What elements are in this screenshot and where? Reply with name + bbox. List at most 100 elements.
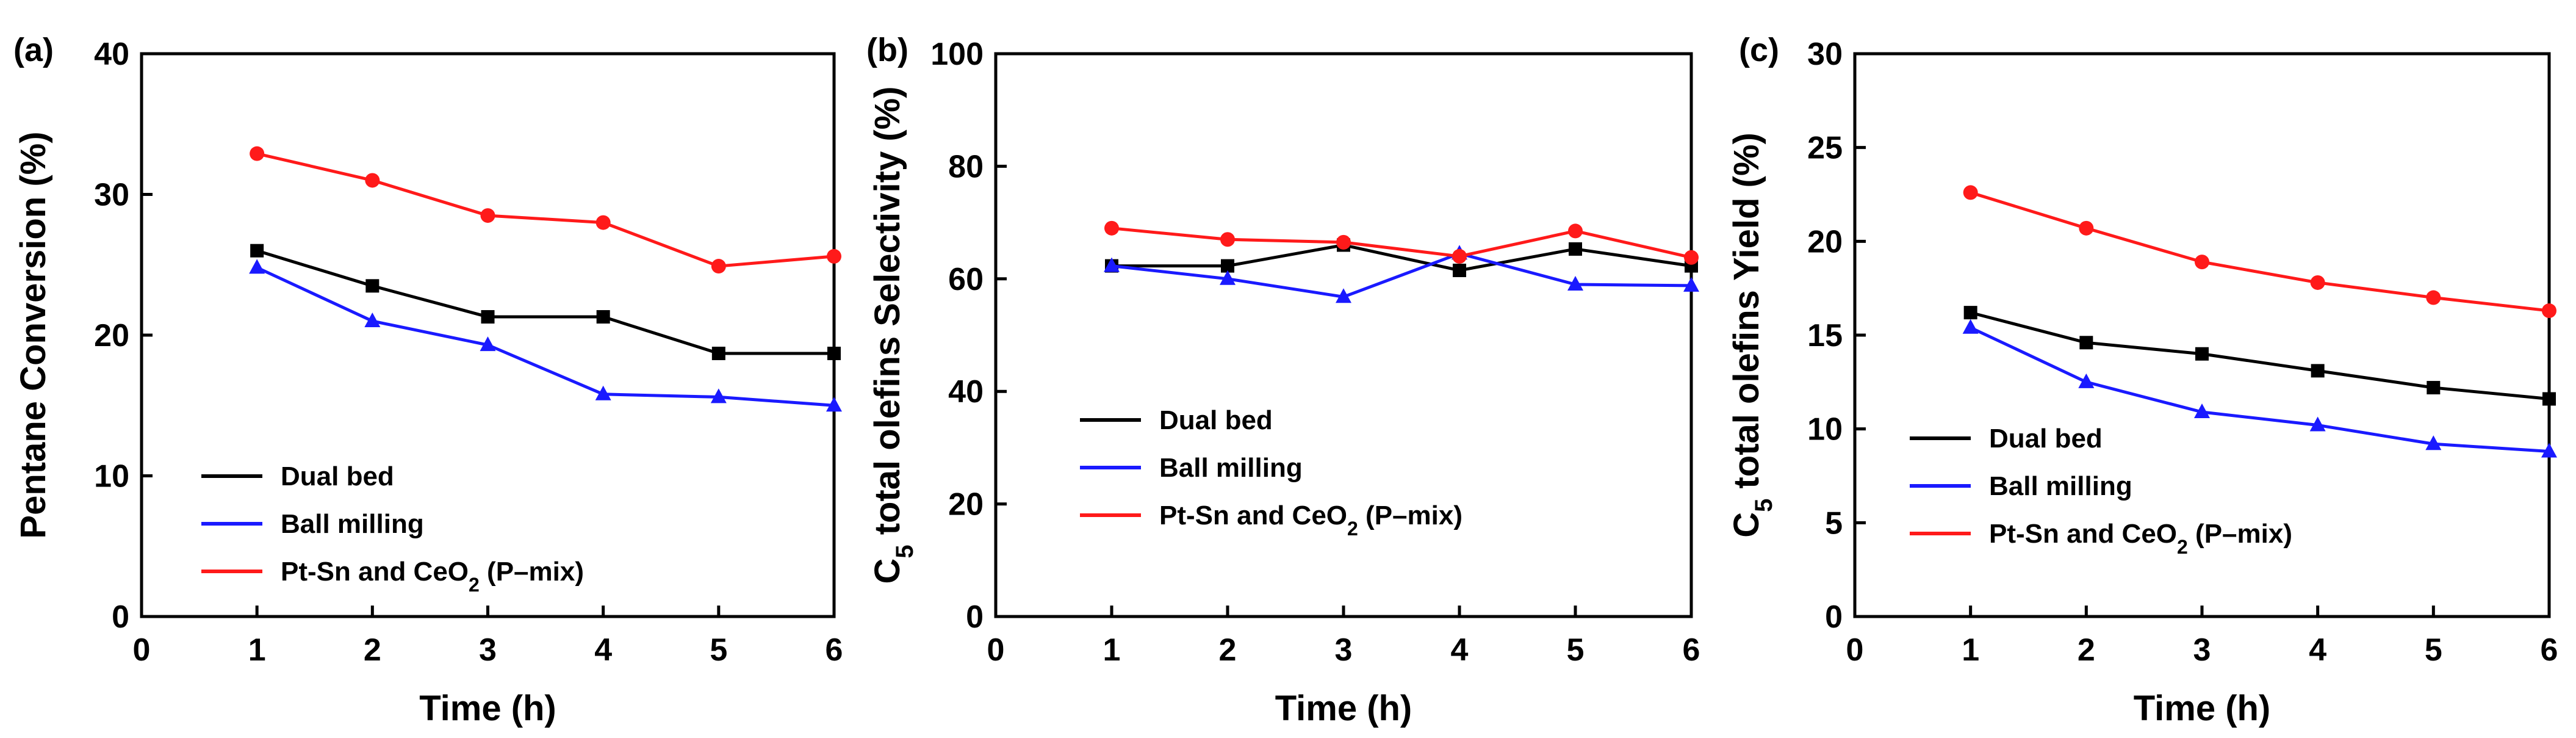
legend-label-part-0: Dual bed [1989, 424, 2103, 454]
data-point [1453, 263, 1466, 277]
legend-label: Pt-Sn and CeO2 (P–mix) [1989, 519, 2292, 558]
y-axis-title-part-1: 5 [891, 544, 918, 558]
y-axis-title-part-2: total olefins Selectivity (%) [868, 86, 907, 544]
panel-label: (c) [1739, 32, 1779, 68]
data-point [1220, 270, 1236, 285]
legend-label: Dual bed [1159, 405, 1273, 435]
data-point [2309, 416, 2326, 432]
data-point [710, 388, 727, 403]
data-point [711, 346, 725, 360]
x-tick-label: 0 [987, 632, 1005, 668]
y-tick-label: 5 [1825, 505, 1843, 541]
x-tick-label: 4 [594, 632, 612, 668]
panel-label: (a) [13, 32, 54, 68]
x-axis-title: Time (h) [1275, 689, 1412, 728]
data-point [2310, 275, 2325, 290]
legend-label-part-1: 2 [2177, 536, 2188, 558]
data-point [596, 310, 610, 324]
x-tick-label: 2 [364, 632, 381, 668]
legend-label: Pt-Sn and CeO2 (P–mix) [1159, 501, 1462, 540]
y-tick-label: 20 [94, 318, 129, 353]
data-point [249, 259, 265, 274]
series-line [1111, 226, 1692, 259]
x-tick-label: 3 [2193, 632, 2211, 668]
x-tick-label: 6 [2541, 632, 2558, 668]
legend-label: Dual bed [1989, 424, 2103, 454]
y-tick-label: 30 [1807, 37, 1843, 72]
y-tick-label: 0 [966, 599, 984, 635]
data-point [1104, 257, 1120, 272]
legend-label: Ball milling [1159, 453, 1303, 483]
data-point [2542, 392, 2556, 406]
x-tick-label: 5 [1567, 632, 1585, 668]
legend-label-part-2: (P–mix) [1358, 501, 1462, 530]
data-point [480, 208, 495, 223]
data-point [827, 248, 841, 264]
data-point [364, 312, 381, 327]
legend-label-part-0: Dual bed [281, 461, 394, 491]
data-point [1567, 276, 1583, 291]
series-line [256, 266, 835, 407]
y-tick-label: 10 [1807, 412, 1843, 447]
data-point [1963, 185, 1978, 200]
legend-label-part-0: Ball milling [1989, 471, 2132, 501]
y-tick-label: 100 [930, 37, 984, 72]
data-point [2079, 220, 2094, 236]
x-tick-label: 6 [1683, 632, 1700, 668]
data-point [2425, 435, 2442, 450]
x-tick-label: 5 [2425, 632, 2442, 668]
y-tick-label: 20 [1807, 224, 1843, 259]
x-tick-label: 0 [1846, 632, 1864, 668]
x-tick-label: 0 [133, 632, 151, 668]
data-point [250, 146, 265, 161]
data-point [1568, 223, 1583, 239]
y-tick-label: 40 [948, 374, 984, 410]
x-tick-label: 1 [248, 632, 266, 668]
data-point [2427, 381, 2441, 395]
legend-label-part-0: Pt-Sn and CeO [1159, 501, 1347, 530]
x-tick-label: 1 [1103, 632, 1121, 668]
y-tick-label: 0 [1825, 599, 1843, 635]
x-tick-label: 4 [2309, 632, 2326, 668]
panel-0: (a) 0 1 2 3 4 5 6 0 10 20 30 40 Time (h) Pentane Conve… [13, 32, 843, 728]
series-line [1111, 251, 1692, 298]
data-point [2195, 255, 2209, 270]
x-tick-label: 1 [1962, 632, 1979, 668]
y-tick-label: 20 [948, 487, 984, 523]
data-point [365, 279, 380, 293]
legend-label-part-2: (P–mix) [2188, 519, 2292, 549]
legend-label: Ball milling [281, 509, 424, 539]
panel-label: (b) [866, 32, 908, 68]
legend-label: Pt-Sn and CeO2 (P–mix) [281, 557, 584, 596]
data-point [2542, 303, 2556, 319]
legend-label-part-1: 2 [1347, 518, 1358, 540]
y-axis-title-part-0: Pentane Conversion (%) [13, 131, 53, 538]
series-line [1970, 326, 2550, 454]
y-axis-title-part-0: C [868, 559, 907, 584]
data-point [595, 215, 611, 230]
x-tick-label: 3 [1335, 632, 1353, 668]
data-point [1683, 277, 1699, 292]
x-axis-title: Time (h) [2134, 689, 2271, 728]
data-point [365, 173, 380, 188]
data-point [1962, 319, 1979, 334]
data-point [2079, 336, 2093, 350]
data-point [250, 244, 264, 258]
legend-label-part-0: Pt-Sn and CeO [1989, 519, 2177, 549]
data-point [2311, 364, 2325, 378]
y-axis-title-part-1: 5 [1750, 499, 1777, 512]
data-point [1336, 234, 1351, 250]
data-point [1569, 242, 1582, 256]
y-axis-title-part-0: C [1727, 512, 1766, 538]
y-tick-label: 80 [948, 149, 984, 184]
data-point [595, 385, 611, 400]
data-point [2195, 347, 2209, 361]
legend-label-part-0: Ball milling [281, 509, 424, 539]
plot-frame [994, 52, 1693, 618]
data-point [1104, 220, 1119, 236]
y-tick-label: 0 [112, 599, 129, 635]
y-tick-label: 15 [1807, 318, 1843, 353]
y-tick-label: 10 [94, 459, 129, 494]
